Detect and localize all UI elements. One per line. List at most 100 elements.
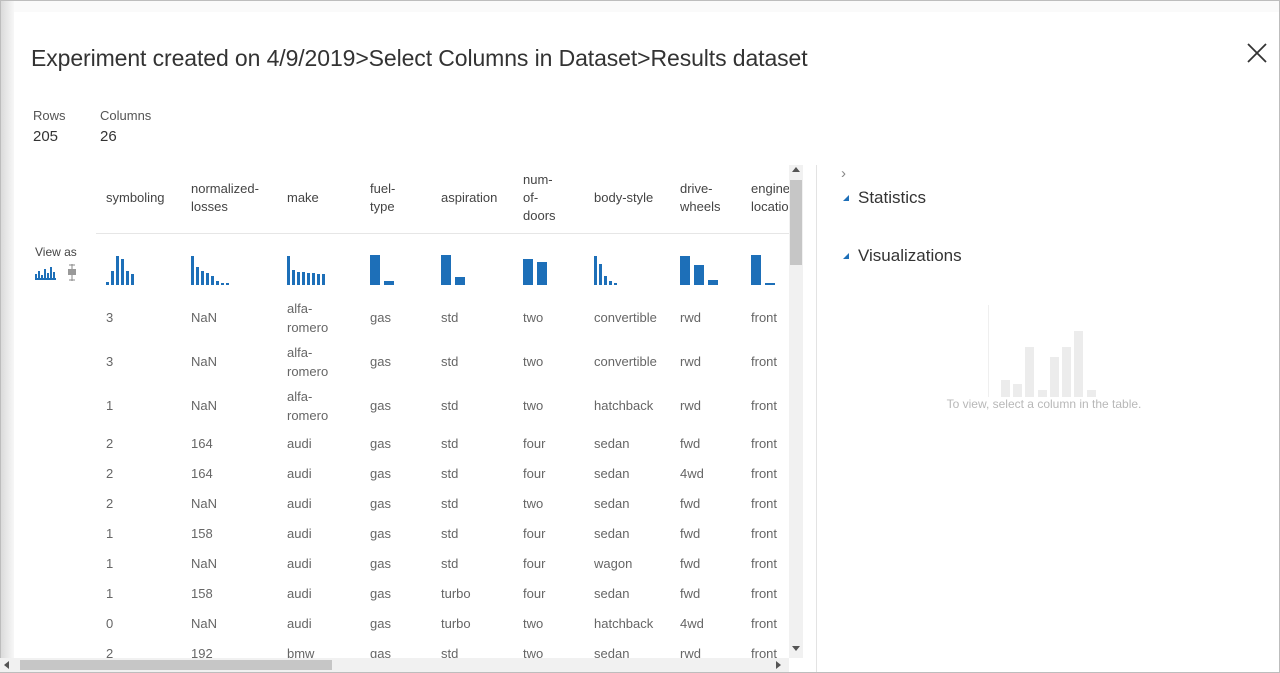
table-cell[interactable]: NaN (191, 354, 218, 369)
table-cell[interactable]: gas (370, 556, 391, 571)
table-cell[interactable]: 4wd (680, 616, 704, 631)
table-cell[interactable]: audi (287, 466, 312, 481)
table-cell[interactable]: front (751, 436, 778, 451)
table-cell[interactable]: two (523, 354, 544, 369)
table-cell[interactable]: alfa- romero (287, 389, 329, 423)
column-header-normalized-losses[interactable]: normalized- losses (191, 181, 259, 214)
table-cell[interactable]: fwd (680, 436, 701, 451)
table-cell[interactable]: NaN (191, 616, 218, 631)
table-cell[interactable]: 1 (106, 586, 114, 601)
table-cell[interactable]: std (441, 310, 459, 325)
histogram-view-icon[interactable] (35, 265, 57, 280)
table-cell[interactable]: convertible (594, 354, 657, 369)
vertical-scrollbar[interactable] (789, 165, 803, 658)
column-header-engine-location[interactable]: engine- location (751, 181, 789, 214)
table-cell[interactable]: audi (287, 586, 312, 601)
table-cell[interactable]: alfa- romero (287, 345, 329, 379)
table-cell[interactable]: std (441, 398, 459, 413)
table-cell[interactable]: gas (370, 354, 391, 369)
table-cell[interactable]: sedan (594, 466, 630, 481)
expand-panel-chevron-icon[interactable]: › (841, 165, 846, 182)
table-cell[interactable]: gas (370, 496, 391, 511)
table-cell[interactable]: 2 (106, 436, 114, 451)
table-cell[interactable]: audi (287, 496, 312, 511)
visualizations-section-toggle[interactable]: Visualizations (843, 246, 962, 266)
table-cell[interactable]: std (441, 526, 459, 541)
table-cell[interactable]: rwd (680, 354, 701, 369)
table-cell[interactable]: 2 (106, 646, 114, 658)
table-cell[interactable]: NaN (191, 496, 218, 511)
table-cell[interactable]: rwd (680, 310, 701, 325)
boxplot-view-icon[interactable] (66, 264, 78, 281)
table-cell[interactable]: four (523, 586, 546, 601)
horizontal-scroll-thumb[interactable] (20, 660, 332, 670)
table-cell[interactable]: wagon (594, 556, 633, 571)
table-cell[interactable]: gas (370, 616, 391, 631)
column-header-num-of-doors[interactable]: num- of- doors (523, 172, 556, 223)
column-header-make[interactable]: make (287, 190, 319, 205)
table-cell[interactable]: sedan (594, 646, 630, 658)
table-cell[interactable]: sedan (594, 496, 630, 511)
table-cell[interactable]: gas (370, 466, 391, 481)
table-cell[interactable]: sedan (594, 586, 630, 601)
table-cell[interactable]: hatchback (594, 616, 654, 631)
table-cell[interactable]: audi (287, 556, 312, 571)
table-cell[interactable]: audi (287, 526, 312, 541)
table-cell[interactable]: std (441, 436, 459, 451)
close-icon[interactable] (1244, 40, 1270, 66)
table-cell[interactable]: sedan (594, 436, 630, 451)
table-cell[interactable]: front (751, 616, 778, 631)
table-cell[interactable]: gas (370, 646, 391, 658)
table-cell[interactable]: fwd (680, 496, 701, 511)
column-header-symboling[interactable]: symboling (106, 190, 165, 205)
table-cell[interactable]: gas (370, 310, 391, 325)
table-cell[interactable]: front (751, 646, 778, 658)
table-cell[interactable]: front (751, 354, 778, 369)
column-histogram[interactable] (370, 249, 404, 285)
table-cell[interactable]: bmw (287, 646, 315, 658)
table-cell[interactable]: audi (287, 436, 312, 451)
table-cell[interactable]: 1 (106, 526, 114, 541)
table-cell[interactable]: rwd (680, 646, 701, 658)
column-histogram[interactable] (523, 249, 557, 285)
horizontal-scrollbar[interactable] (0, 658, 789, 672)
table-cell[interactable]: 164 (191, 436, 213, 451)
table-cell[interactable]: 1 (106, 398, 114, 413)
table-cell[interactable]: hatchback (594, 398, 654, 413)
scroll-right-arrow-icon[interactable] (776, 661, 781, 669)
table-cell[interactable]: four (523, 556, 546, 571)
table-cell[interactable]: front (751, 466, 778, 481)
scroll-up-arrow-icon[interactable] (792, 167, 800, 172)
table-cell[interactable]: std (441, 466, 459, 481)
table-cell[interactable]: two (523, 616, 544, 631)
table-cell[interactable]: rwd (680, 398, 701, 413)
table-cell[interactable]: fwd (680, 526, 701, 541)
table-cell[interactable]: fwd (680, 586, 701, 601)
table-cell[interactable]: fwd (680, 556, 701, 571)
table-cell[interactable]: audi (287, 616, 312, 631)
column-histogram[interactable] (441, 249, 475, 285)
table-cell[interactable]: 2 (106, 466, 114, 481)
column-histogram[interactable] (751, 249, 785, 285)
column-header-body-style[interactable]: body-style (594, 190, 654, 205)
table-cell[interactable]: four (523, 526, 546, 541)
column-histogram[interactable] (680, 249, 718, 285)
column-histogram[interactable] (106, 249, 134, 285)
table-cell[interactable]: 3 (106, 354, 114, 369)
table-cell[interactable]: gas (370, 526, 391, 541)
table-cell[interactable]: front (751, 310, 778, 325)
table-cell[interactable]: two (523, 646, 544, 658)
table-cell[interactable]: front (751, 398, 778, 413)
table-cell[interactable]: 158 (191, 586, 213, 601)
table-cell[interactable]: std (441, 354, 459, 369)
table-cell[interactable]: NaN (191, 310, 218, 325)
statistics-section-toggle[interactable]: Statistics (843, 188, 926, 208)
table-cell[interactable]: sedan (594, 526, 630, 541)
table-cell[interactable]: gas (370, 436, 391, 451)
table-cell[interactable]: four (523, 466, 546, 481)
scroll-left-arrow-icon[interactable] (4, 661, 9, 669)
table-cell[interactable]: 192 (191, 646, 213, 658)
vertical-scroll-thumb[interactable] (790, 180, 802, 265)
table-cell[interactable]: 2 (106, 496, 114, 511)
column-histogram[interactable] (287, 249, 335, 285)
